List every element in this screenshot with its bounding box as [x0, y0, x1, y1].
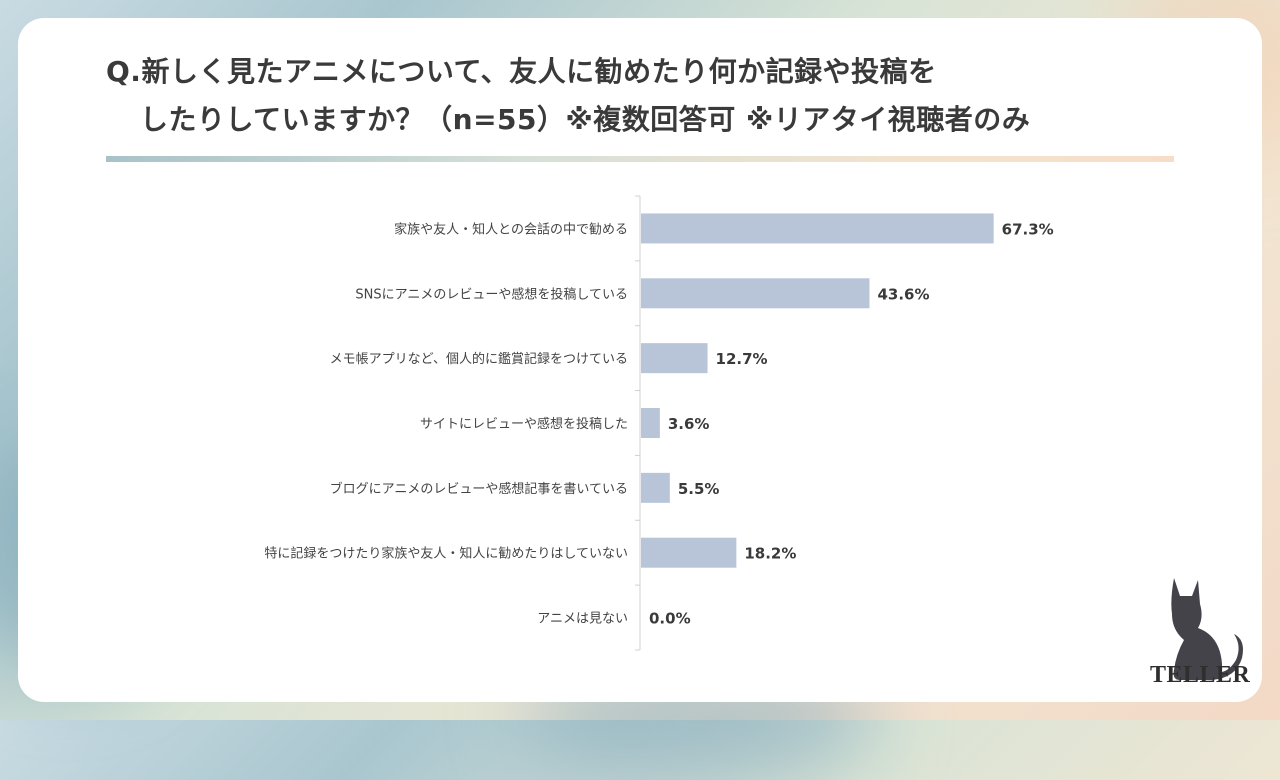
title-line-1: Q.新しく見たアニメについて、友人に勧めたり何か記録や投稿を — [106, 55, 937, 88]
logo-text: TELLER — [1150, 662, 1251, 688]
bar — [641, 537, 737, 568]
value-label: 5.5% — [678, 480, 720, 498]
bar — [641, 472, 670, 503]
category-label: 特に記録をつけたり家族や友人・知人に勧めたりはしていない — [264, 546, 628, 562]
cat-logo-icon — [1171, 578, 1243, 680]
bar-chart: 家族や友人・知人との会話の中で勧める 67.3% SNSにアニメのレビューや感想を投… — [264, 195, 1054, 651]
category-label: サイトにレビューや感想を投稿した — [420, 416, 628, 432]
category-label: ブログにアニメのレビューや感想記事を書いている — [330, 481, 628, 497]
bar — [641, 343, 708, 374]
title-underline — [106, 156, 1174, 162]
category-label: アニメは見ない — [537, 612, 628, 627]
category-label: メモ帳アプリなど、個人的に鑑賞記録をつけている — [330, 351, 628, 367]
chart-title: Q.新しく見たアニメについて、友人に勧めたり何か記録や投稿を したりしていますか… — [106, 48, 1186, 144]
value-label: 0.0% — [649, 610, 691, 628]
category-label: 家族や友人・知人との会話の中で勧める — [394, 221, 628, 237]
value-label: 18.2% — [744, 545, 796, 563]
bar — [641, 408, 660, 438]
bar — [641, 278, 870, 309]
value-label: 67.3% — [1002, 220, 1054, 238]
title-line-2: したりしていますか？（n=55）※複数回答可 ※リアタイ視聴者のみ — [140, 103, 1031, 136]
value-label: 43.6% — [877, 285, 929, 303]
category-label: SNSにアニメのレビューや感想を投稿している — [355, 286, 628, 302]
value-label: 3.6% — [668, 415, 710, 433]
bar — [641, 213, 994, 244]
value-label: 12.7% — [716, 350, 768, 368]
